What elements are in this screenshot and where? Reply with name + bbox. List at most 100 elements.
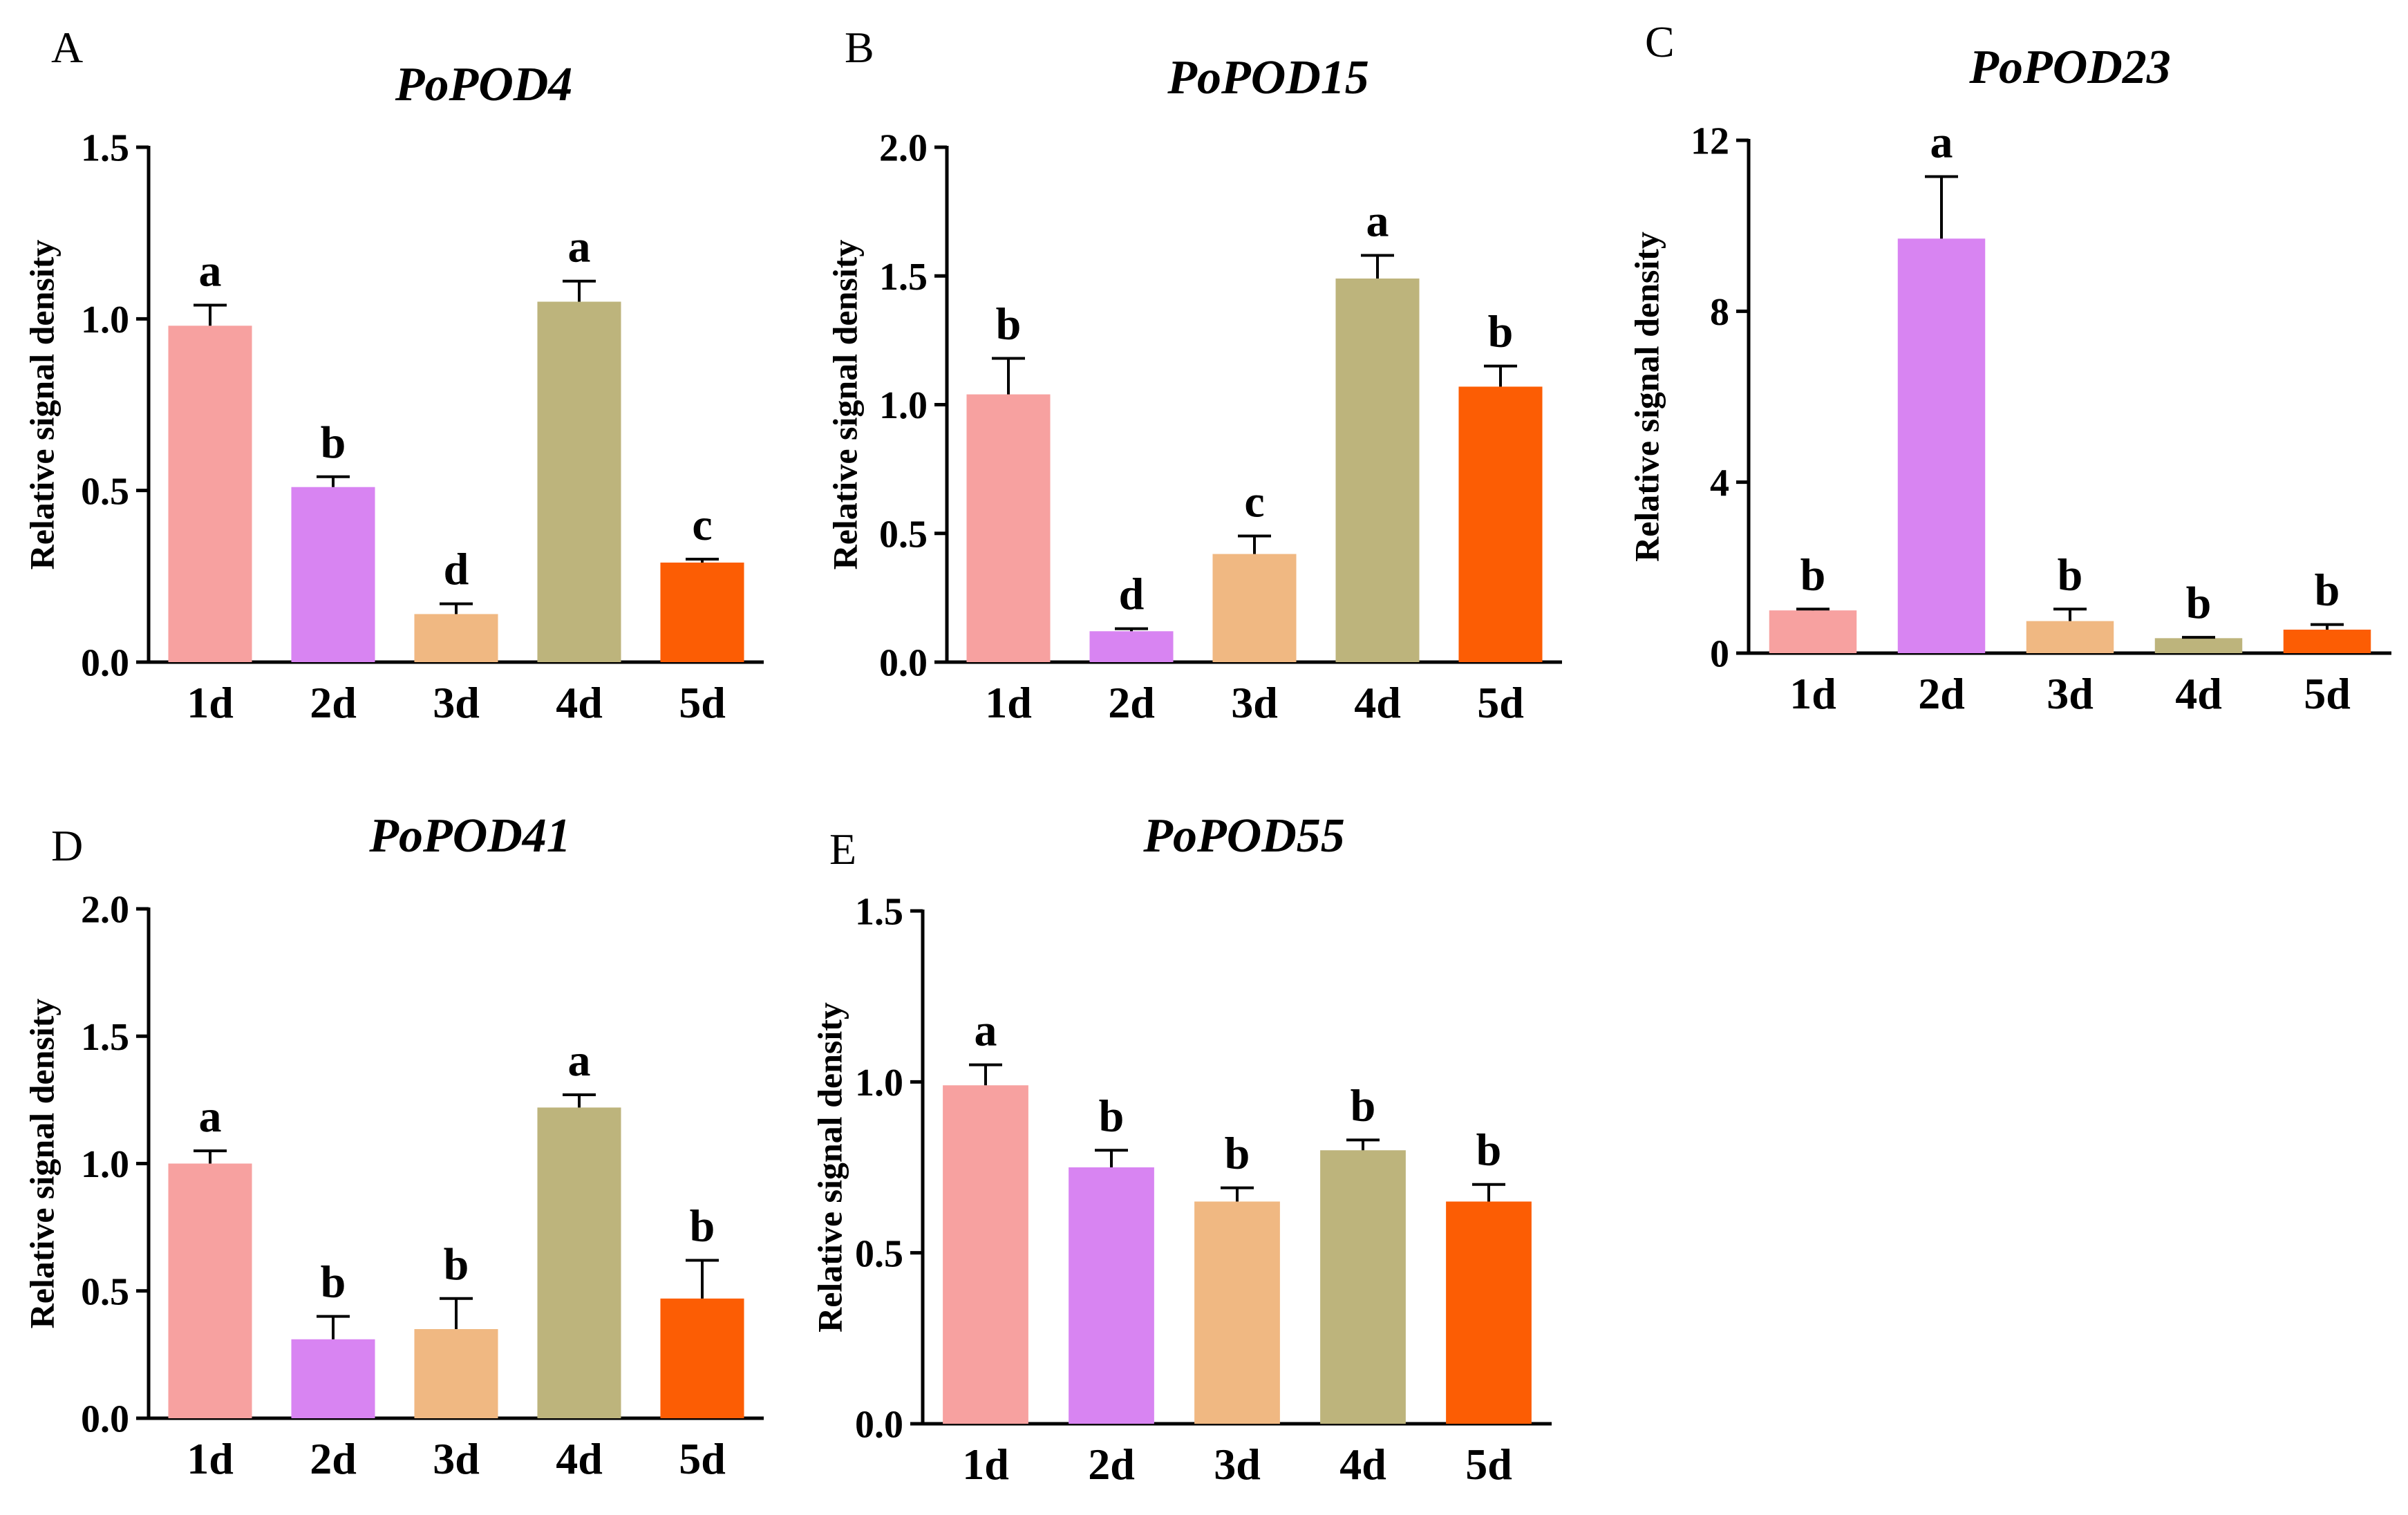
bar-2d <box>291 1339 375 1418</box>
bar-5d <box>1458 386 1543 662</box>
panel-b: B PoPOD15 Relative signal density 0.0 0.5 1.0… <box>826 23 1562 727</box>
x-tick-label: 3d <box>433 678 480 727</box>
y-axis-label: Relative signal density <box>23 240 62 570</box>
x-tick-label: 3d <box>1231 678 1278 727</box>
significance-label: b <box>444 1239 469 1290</box>
bar-2d <box>1897 238 1986 653</box>
significance-label: c <box>692 500 712 550</box>
chart-title: PoPOD23 <box>1968 41 2171 94</box>
x-tick-label: 1d <box>187 678 234 727</box>
panel-a: A PoPOD4 Relative signal density 0.0 0.5 1.0 1… <box>23 23 764 727</box>
chart-title: PoPOD41 <box>368 809 571 863</box>
significance-label: b <box>1488 307 1514 357</box>
y-axis-label: Relative signal density <box>811 1002 849 1333</box>
significance-label: a <box>199 245 222 296</box>
y-tick-label: 2.0 <box>879 127 928 170</box>
panel-d: D PoPOD41 Relative signal density 0.0 0.5 1.0… <box>23 809 764 1483</box>
bar-4d <box>1320 1150 1406 1424</box>
y-tick-label: 0.0 <box>81 642 129 685</box>
y-tick-label: 0.5 <box>81 470 129 513</box>
y-axis-label: Relative signal density <box>826 240 865 570</box>
significance-label: b <box>2186 578 2212 628</box>
panel-letter: A <box>51 23 83 72</box>
x-tick-label: 5d <box>1477 678 1524 727</box>
x-tick-label: 1d <box>1789 669 1836 718</box>
y-tick-label: 1.0 <box>81 1143 129 1186</box>
bar-5d <box>1446 1201 1532 1424</box>
x-tick-label: 2d <box>310 1434 357 1483</box>
significance-label: b <box>321 417 346 468</box>
bar-5d <box>660 562 744 662</box>
bar-5d <box>660 1298 744 1418</box>
chart-title: PoPOD15 <box>1167 51 1369 104</box>
bar-1d <box>943 1085 1028 1424</box>
y-tick-label: 1.5 <box>879 256 928 299</box>
x-tick-label: 3d <box>1214 1440 1261 1489</box>
x-tick-label: 4d <box>1339 1440 1386 1489</box>
x-tick-label: 5d <box>679 1434 726 1483</box>
bar-4d <box>2154 638 2243 653</box>
significance-label: c <box>1244 476 1264 527</box>
significance-label: b <box>1800 549 1826 600</box>
x-tick-label: 5d <box>679 678 726 727</box>
significance-label: a <box>1366 196 1389 246</box>
y-tick-label: 0.5 <box>879 513 928 556</box>
chart-title: PoPOD4 <box>395 58 573 111</box>
bar-3d <box>414 1329 498 1418</box>
significance-label: b <box>1099 1091 1125 1141</box>
y-tick-label: 0.0 <box>879 642 928 685</box>
x-tick-label: 5d <box>1465 1440 1512 1489</box>
significance-label: b <box>1225 1129 1250 1179</box>
significance-label: a <box>1930 117 1953 168</box>
x-tick-label: 2d <box>310 678 357 727</box>
y-tick-label: 8 <box>1710 291 1729 334</box>
y-axis-label: Relative signal density <box>23 999 62 1329</box>
x-tick-label: 4d <box>556 678 603 727</box>
significance-label: a <box>199 1091 222 1142</box>
significance-label: b <box>690 1201 715 1252</box>
chart-title: PoPOD55 <box>1142 809 1345 863</box>
y-tick-label: 0 <box>1710 633 1729 676</box>
significance-label: b <box>2058 549 2083 600</box>
panel-c: C PoPOD23 Relative signal density 0 4 8 12 b 1d a… <box>1628 17 2391 718</box>
bar-4d <box>537 301 621 662</box>
x-tick-label: 4d <box>2175 669 2222 718</box>
y-tick-label: 0.0 <box>81 1398 129 1441</box>
y-tick-label: 4 <box>1710 462 1729 505</box>
x-tick-label: 1d <box>962 1440 1009 1489</box>
x-tick-label: 2d <box>1918 669 1965 718</box>
x-tick-label: 4d <box>556 1434 603 1483</box>
y-tick-label: 0.0 <box>855 1404 903 1447</box>
y-tick-label: 1.5 <box>81 1016 129 1059</box>
bar-1d <box>168 1163 252 1418</box>
bar-4d <box>537 1107 621 1418</box>
significance-label: b <box>2315 565 2340 616</box>
y-tick-label: 1.0 <box>855 1062 903 1104</box>
y-tick-label: 1.5 <box>81 127 129 170</box>
bar-5d <box>2283 629 2371 653</box>
x-tick-label: 5d <box>2304 669 2351 718</box>
x-tick-label: 1d <box>985 678 1032 727</box>
panel-letter: E <box>829 825 856 874</box>
significance-label: b <box>996 299 1022 349</box>
panel-letter: B <box>845 23 874 72</box>
bar-1d <box>1769 610 1857 653</box>
y-tick-label: 0.5 <box>81 1270 129 1313</box>
bar-3d <box>1212 554 1297 662</box>
x-tick-label: 3d <box>2047 669 2094 718</box>
panel-letter: D <box>51 821 83 870</box>
y-tick-label: 0.5 <box>855 1232 903 1275</box>
significance-label: b <box>1351 1080 1376 1131</box>
x-tick-label: 2d <box>1108 678 1155 727</box>
y-tick-label: 1.0 <box>81 299 129 341</box>
significance-label: d <box>1119 570 1145 620</box>
x-tick-label: 1d <box>187 1434 234 1483</box>
y-axis-label: Relative signal density <box>1628 232 1666 562</box>
bar-3d <box>2026 621 2114 653</box>
bar-2d <box>1089 631 1174 662</box>
significance-label: b <box>321 1257 346 1308</box>
panel-e: E PoPOD55 Relative signal density 0.0 0.5 1.0… <box>811 809 1552 1489</box>
bar-2d <box>291 487 375 662</box>
panel-letter: C <box>1645 17 1675 66</box>
